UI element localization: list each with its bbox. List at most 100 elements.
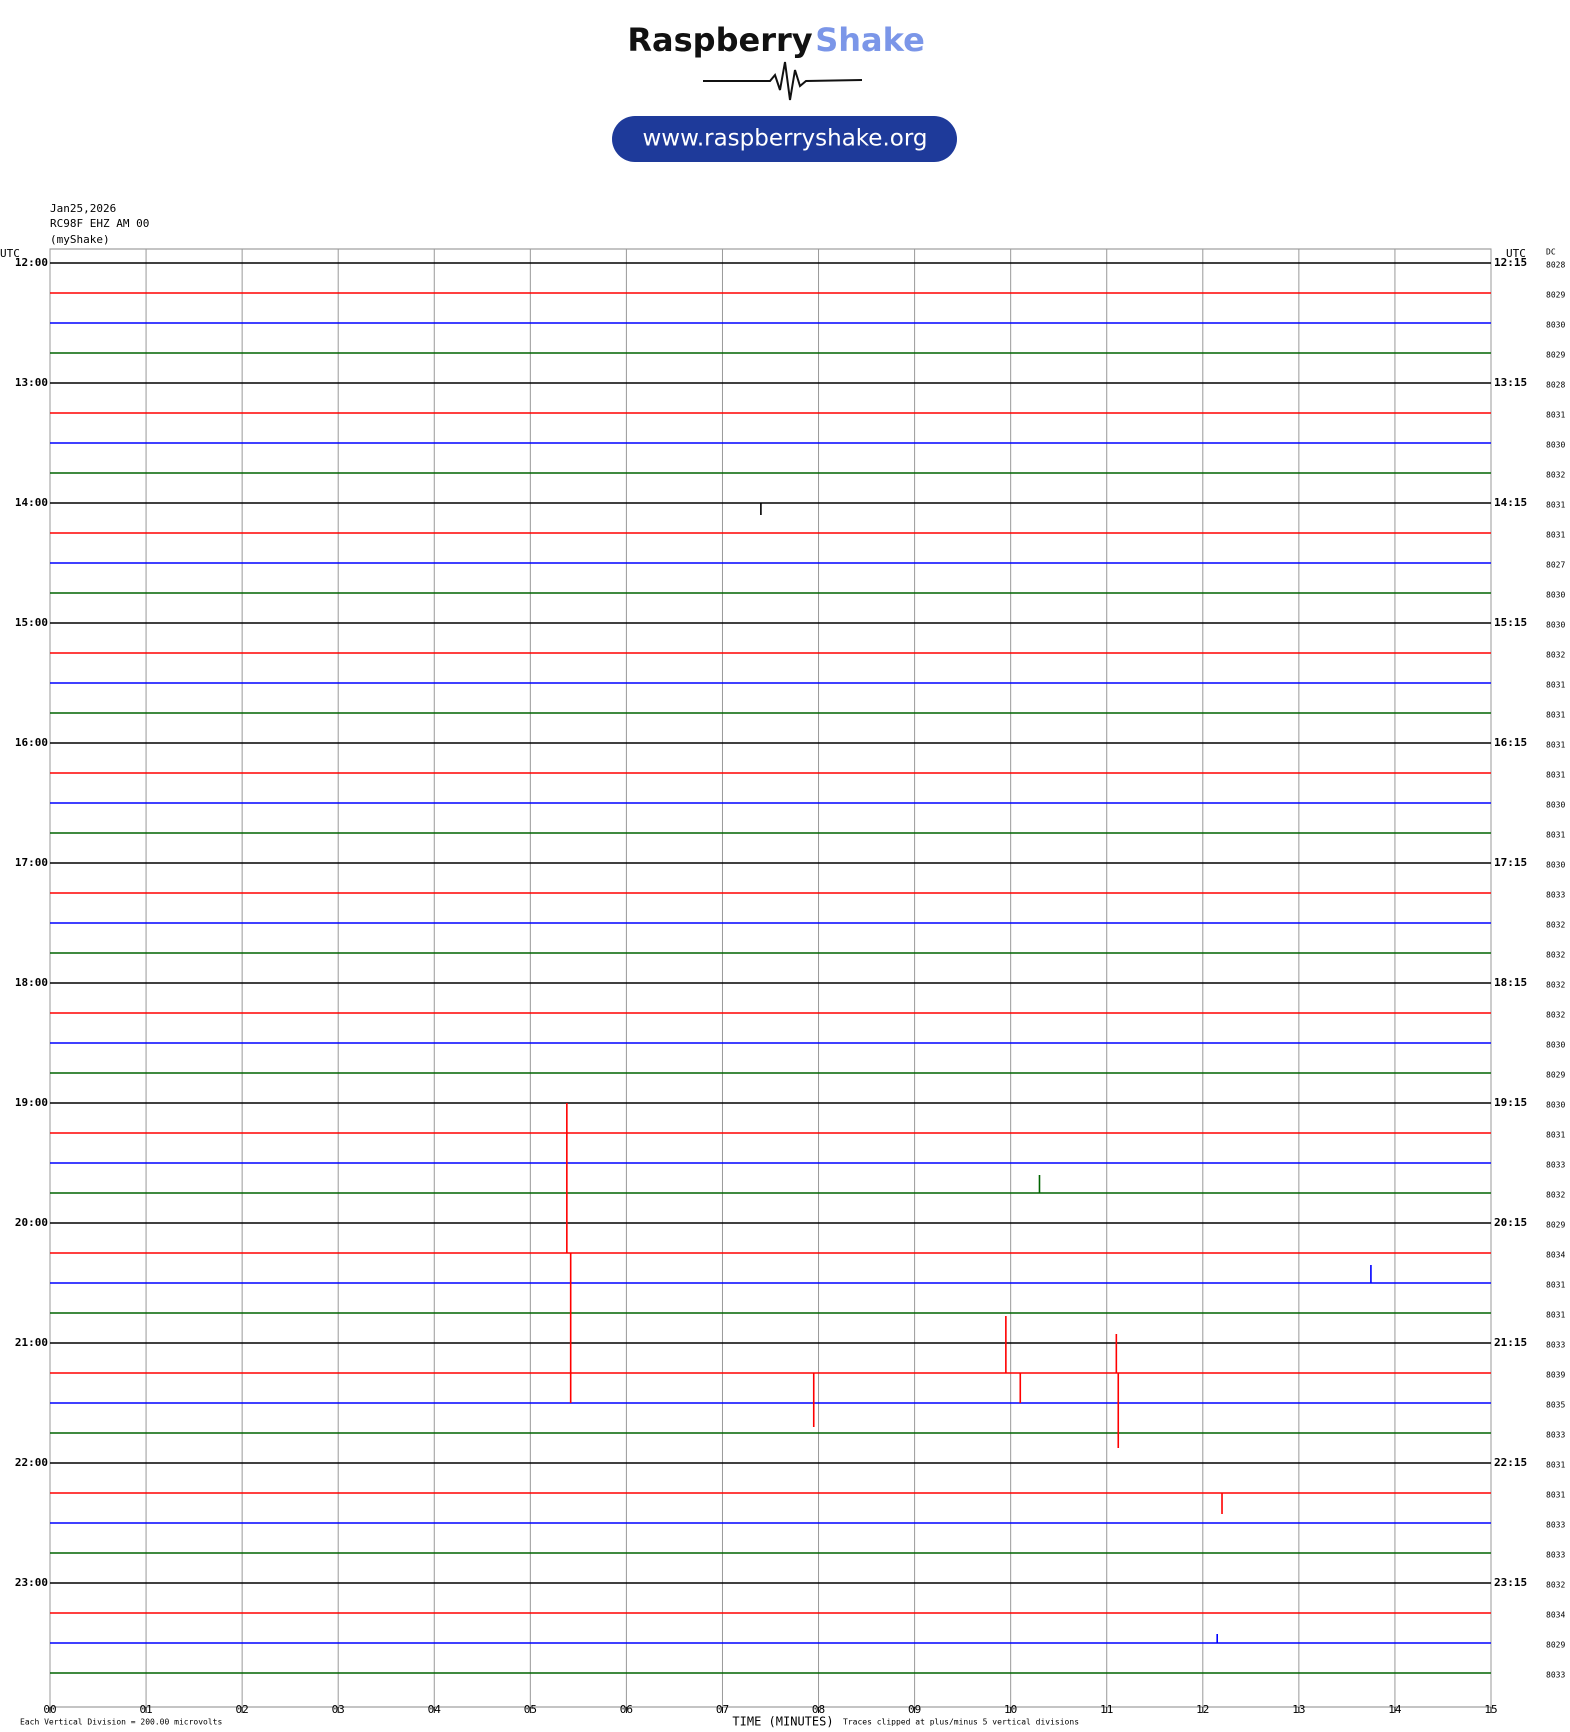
dc-value: 8027 xyxy=(1546,561,1565,570)
dc-value: 8031 xyxy=(1546,831,1565,840)
brand: Raspberry xyxy=(627,21,812,59)
dc-value: 8035 xyxy=(1546,1401,1565,1410)
dc-label: DC xyxy=(1546,248,1556,257)
dc-value: 8033 xyxy=(1546,1671,1565,1680)
dc-value: 8030 xyxy=(1546,1041,1565,1050)
dc-value: 8031 xyxy=(1546,1281,1565,1290)
left-time-label: 20:00 xyxy=(15,1216,48,1229)
scale-note: Each Vertical Division = 200.00 microvol… xyxy=(20,1718,222,1727)
x-tick-label: 14 xyxy=(1388,1703,1402,1716)
x-axis-label: TIME (MINUTES) xyxy=(732,1715,833,1729)
right-time-label: 18:15 xyxy=(1494,976,1527,989)
url[interactable]: www.raspberryshake.org xyxy=(643,126,928,152)
x-tick-label: 15 xyxy=(1484,1703,1497,1716)
dc-value: 8034 xyxy=(1546,1251,1565,1260)
right-time-label: 21:15 xyxy=(1494,1336,1527,1349)
dc-value: 8031 xyxy=(1546,741,1565,750)
dc-value: 8034 xyxy=(1546,1611,1565,1620)
right-time-label: 16:15 xyxy=(1494,736,1527,749)
dc-value: 8033 xyxy=(1546,1551,1565,1560)
dc-value: 8032 xyxy=(1546,921,1565,930)
left-time-label: 13:00 xyxy=(15,376,48,389)
x-tick-label: 10 xyxy=(1004,1703,1017,1716)
dc-value: 8033 xyxy=(1546,1521,1565,1530)
dc-value: 8031 xyxy=(1546,531,1565,540)
plot-frame xyxy=(49,248,1492,1708)
x-tick-label: 02 xyxy=(236,1703,249,1716)
dc-value: 8031 xyxy=(1546,711,1565,720)
left-time-label: 14:00 xyxy=(15,496,48,509)
x-tick-label: 04 xyxy=(428,1703,442,1716)
date: Jan25,2026 xyxy=(50,202,116,215)
dc-value: 8030 xyxy=(1546,861,1565,870)
dc-value: 8028 xyxy=(1546,381,1565,390)
logo-wave xyxy=(703,61,863,101)
url-pill[interactable] xyxy=(612,116,957,162)
dc-value: 8030 xyxy=(1546,591,1565,600)
dc-value: 8033 xyxy=(1546,1431,1565,1440)
dc-value: 8039 xyxy=(1546,1371,1565,1380)
dc-value: 8031 xyxy=(1546,1131,1565,1140)
dc-value: 8029 xyxy=(1546,1071,1565,1080)
dc-value: 8031 xyxy=(1546,1311,1565,1320)
x-tick-label: 03 xyxy=(332,1703,345,1716)
left-axis-label: UTC xyxy=(0,247,20,260)
subtitle: (myShake) xyxy=(50,233,110,246)
right-time-label: 20:15 xyxy=(1494,1216,1527,1229)
right-time-label: 15:15 xyxy=(1494,616,1527,629)
dc-value: 8029 xyxy=(1546,291,1565,300)
x-tick-label: 08 xyxy=(812,1703,825,1716)
left-time-label: 22:00 xyxy=(15,1456,48,1469)
left-time-label: 18:00 xyxy=(15,976,48,989)
dc-value: 8033 xyxy=(1546,891,1565,900)
clip-note: Traces clipped at plus/minus 5 vertical … xyxy=(843,1718,1079,1727)
left-time-label: 15:00 xyxy=(15,616,48,629)
left-time-label: 19:00 xyxy=(15,1096,48,1109)
right-time-label: 14:15 xyxy=(1494,496,1527,509)
dc-value: 8030 xyxy=(1546,801,1565,810)
x-tick-label: 00 xyxy=(43,1703,56,1716)
x-tick-label: 06 xyxy=(620,1703,633,1716)
left-time-label: 23:00 xyxy=(15,1576,48,1589)
right-time-label: 13:15 xyxy=(1494,376,1527,389)
right-time-label: 19:15 xyxy=(1494,1096,1527,1109)
dc-value: 8032 xyxy=(1546,1581,1565,1590)
right-time-label: 22:15 xyxy=(1494,1456,1527,1469)
left-time-label: 21:00 xyxy=(15,1336,48,1349)
dc-value: 8032 xyxy=(1546,1011,1565,1020)
right-axis-label: UTC xyxy=(1506,247,1526,260)
x-tick-label: 05 xyxy=(524,1703,537,1716)
x-tick-label: 09 xyxy=(908,1703,921,1716)
dc-value: 8032 xyxy=(1546,951,1565,960)
brand-accent: Shake xyxy=(815,21,925,59)
left-time-label: 16:00 xyxy=(15,736,48,749)
dc-value: 8031 xyxy=(1546,501,1565,510)
dc-value: 8031 xyxy=(1546,771,1565,780)
dc-value: 8030 xyxy=(1546,621,1565,630)
dc-value: 8032 xyxy=(1546,1191,1565,1200)
dc-value: 8032 xyxy=(1546,651,1565,660)
dc-value: 8028 xyxy=(1546,261,1565,270)
right-time-label: 17:15 xyxy=(1494,856,1527,869)
dc-value: 8029 xyxy=(1546,1221,1565,1230)
right-time-label: 23:15 xyxy=(1494,1576,1527,1589)
dc-value: 8031 xyxy=(1546,1461,1565,1470)
station: RC98F EHZ AM 00 xyxy=(50,217,149,230)
dc-value: 8032 xyxy=(1546,981,1565,990)
dc-value: 8030 xyxy=(1546,441,1565,450)
x-tick-label: 11 xyxy=(1100,1703,1113,1716)
dc-value: 8030 xyxy=(1546,321,1565,330)
dc-value: 8030 xyxy=(1546,1101,1565,1110)
left-time-label: 12:00 xyxy=(15,256,48,269)
left-time-label: 17:00 xyxy=(15,856,48,869)
dc-value: 8031 xyxy=(1546,411,1565,420)
x-tick-label: 13 xyxy=(1292,1703,1305,1716)
dc-value: 8033 xyxy=(1546,1341,1565,1350)
dc-value: 8033 xyxy=(1546,1161,1565,1170)
x-tick-label: 12 xyxy=(1196,1703,1209,1716)
dc-value: 8029 xyxy=(1546,351,1565,360)
dc-value: 8032 xyxy=(1546,471,1565,480)
dc-value: 8029 xyxy=(1546,1641,1565,1650)
x-tick-label: 01 xyxy=(139,1703,152,1716)
